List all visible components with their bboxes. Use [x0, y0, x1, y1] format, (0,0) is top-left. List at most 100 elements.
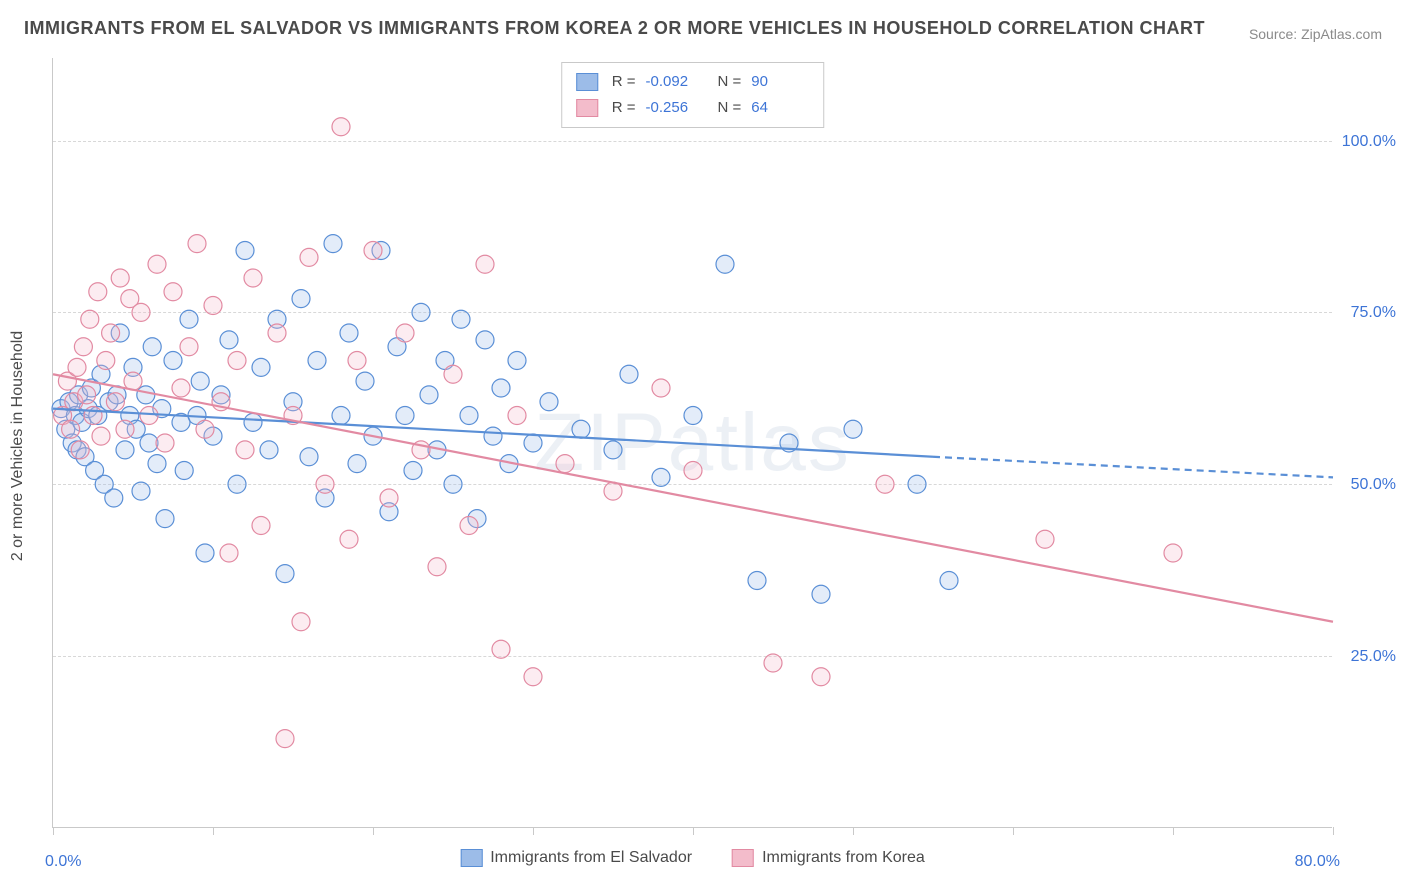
- scatter-point-el_salvador: [444, 475, 462, 493]
- scatter-point-korea: [132, 303, 150, 321]
- plot-area: ZIPatlas 25.0%50.0%75.0%100.0% 0.0% 80.0…: [52, 58, 1332, 828]
- scatter-point-korea: [78, 386, 96, 404]
- scatter-point-korea: [428, 558, 446, 576]
- chart-svg: [53, 58, 1332, 827]
- scatter-point-el_salvador: [412, 303, 430, 321]
- x-tick-0: [53, 827, 54, 835]
- scatter-point-el_salvador: [180, 310, 198, 328]
- scatter-point-el_salvador: [908, 475, 926, 493]
- scatter-point-korea: [84, 407, 102, 425]
- scatter-point-el_salvador: [300, 448, 318, 466]
- scatter-point-korea: [188, 235, 206, 253]
- scatter-point-el_salvador: [244, 413, 262, 431]
- scatter-point-el_salvador: [404, 462, 422, 480]
- scatter-point-korea: [180, 338, 198, 356]
- y-tick-label-75: 75.0%: [1336, 304, 1396, 322]
- scatter-point-korea: [476, 255, 494, 273]
- swatch-korea-icon: [732, 849, 754, 867]
- scatter-point-el_salvador: [324, 235, 342, 253]
- scatter-point-korea: [876, 475, 894, 493]
- scatter-point-el_salvador: [524, 434, 542, 452]
- scatter-point-korea: [62, 420, 80, 438]
- x-tick-50: [853, 827, 854, 835]
- chart-title: IMMIGRANTS FROM EL SALVADOR VS IMMIGRANT…: [24, 18, 1205, 39]
- y-axis-title: 2 or more Vehicles in Household: [9, 331, 27, 561]
- scatter-point-el_salvador: [940, 572, 958, 590]
- scatter-point-korea: [252, 517, 270, 535]
- scatter-point-el_salvador: [812, 585, 830, 603]
- x-tick-80: [1333, 827, 1334, 835]
- scatter-point-korea: [97, 352, 115, 370]
- scatter-point-korea: [492, 640, 510, 658]
- x-tick-70: [1173, 827, 1174, 835]
- swatch-el-salvador-icon: [460, 849, 482, 867]
- scatter-point-el_salvador: [716, 255, 734, 273]
- trend-line-el_salvador: [53, 409, 933, 457]
- legend-item-korea: Immigrants from Korea: [732, 849, 925, 867]
- scatter-point-korea: [332, 118, 350, 136]
- scatter-point-korea: [204, 297, 222, 315]
- x-axis-max-label: 80.0%: [1295, 853, 1340, 871]
- scatter-point-el_salvador: [105, 489, 123, 507]
- scatter-point-korea: [556, 455, 574, 473]
- scatter-point-el_salvador: [148, 455, 166, 473]
- scatter-point-korea: [236, 441, 254, 459]
- scatter-point-el_salvador: [604, 441, 622, 459]
- scatter-point-el_salvador: [236, 242, 254, 260]
- x-axis-min-label: 0.0%: [45, 853, 81, 871]
- scatter-point-korea: [508, 407, 526, 425]
- scatter-point-korea: [172, 379, 190, 397]
- scatter-point-el_salvador: [844, 420, 862, 438]
- legend-label-korea: Immigrants from Korea: [762, 849, 925, 867]
- scatter-point-el_salvador: [116, 441, 134, 459]
- scatter-point-korea: [460, 517, 478, 535]
- scatter-point-el_salvador: [164, 352, 182, 370]
- scatter-point-el_salvador: [508, 352, 526, 370]
- trend-line-ext-el_salvador: [933, 457, 1333, 478]
- y-tick-label-50: 50.0%: [1336, 476, 1396, 494]
- scatter-point-el_salvador: [540, 393, 558, 411]
- scatter-point-el_salvador: [143, 338, 161, 356]
- scatter-point-korea: [228, 352, 246, 370]
- scatter-point-korea: [364, 242, 382, 260]
- source-attribution: Source: ZipAtlas.com: [1249, 26, 1382, 42]
- scatter-point-el_salvador: [460, 407, 478, 425]
- scatter-point-korea: [1164, 544, 1182, 562]
- scatter-point-el_salvador: [452, 310, 470, 328]
- scatter-point-el_salvador: [572, 420, 590, 438]
- scatter-point-korea: [140, 407, 158, 425]
- scatter-point-korea: [684, 462, 702, 480]
- scatter-point-korea: [148, 255, 166, 273]
- scatter-point-korea: [300, 248, 318, 266]
- scatter-point-korea: [348, 352, 366, 370]
- scatter-point-el_salvador: [175, 462, 193, 480]
- scatter-point-el_salvador: [340, 324, 358, 342]
- scatter-point-el_salvador: [620, 365, 638, 383]
- scatter-point-el_salvador: [220, 331, 238, 349]
- scatter-point-korea: [68, 358, 86, 376]
- x-tick-60: [1013, 827, 1014, 835]
- y-tick-label-100: 100.0%: [1336, 133, 1396, 151]
- scatter-point-el_salvador: [276, 565, 294, 583]
- scatter-point-el_salvador: [748, 572, 766, 590]
- scatter-point-korea: [102, 324, 120, 342]
- scatter-point-el_salvador: [137, 386, 155, 404]
- scatter-point-korea: [92, 427, 110, 445]
- scatter-point-el_salvador: [308, 352, 326, 370]
- scatter-point-el_salvador: [420, 386, 438, 404]
- scatter-point-korea: [380, 489, 398, 507]
- scatter-point-el_salvador: [132, 482, 150, 500]
- scatter-point-korea: [396, 324, 414, 342]
- scatter-point-korea: [111, 269, 129, 287]
- scatter-point-el_salvador: [684, 407, 702, 425]
- scatter-point-korea: [71, 441, 89, 459]
- scatter-point-korea: [116, 420, 134, 438]
- scatter-point-korea: [292, 613, 310, 631]
- scatter-point-korea: [74, 338, 92, 356]
- scatter-point-korea: [244, 269, 262, 287]
- scatter-point-korea: [652, 379, 670, 397]
- scatter-point-el_salvador: [228, 475, 246, 493]
- scatter-point-korea: [89, 283, 107, 301]
- scatter-point-korea: [81, 310, 99, 328]
- scatter-point-el_salvador: [260, 441, 278, 459]
